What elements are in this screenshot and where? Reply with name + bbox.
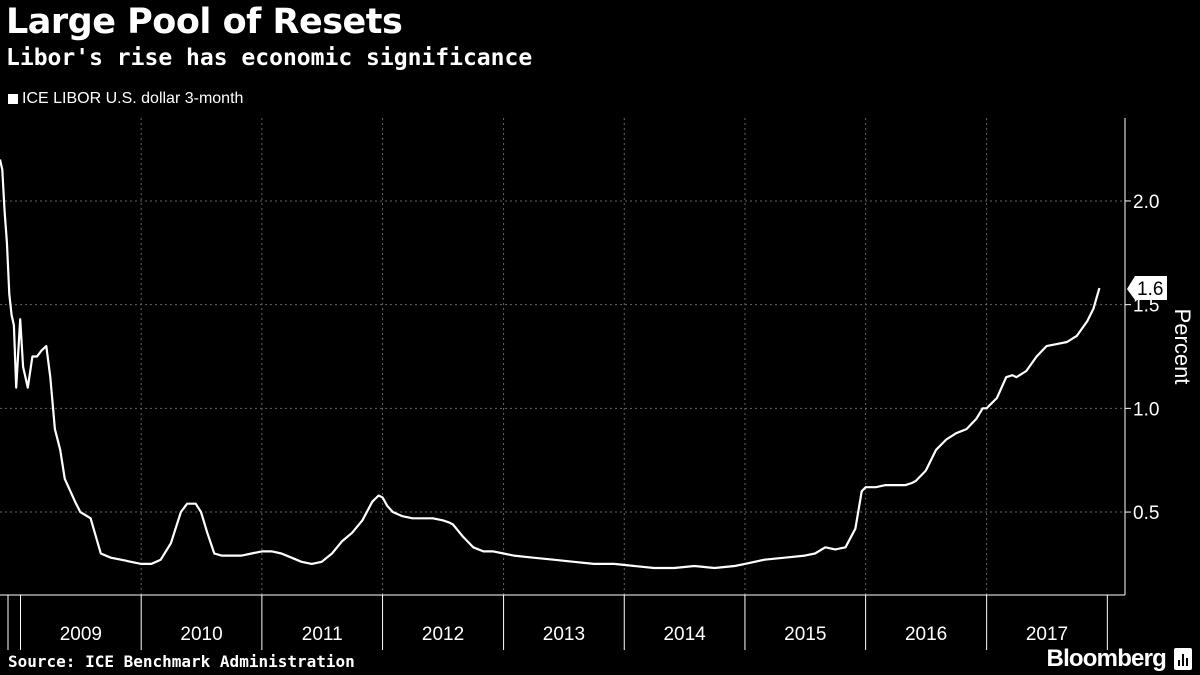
- axes: [0, 118, 1131, 650]
- x-tick-label: 2014: [663, 624, 706, 645]
- x-tick-label: 2011: [302, 624, 343, 645]
- x-tick-label: 2012: [422, 624, 464, 645]
- x-tick-label: 2010: [180, 624, 222, 645]
- legend-label: ICE LIBOR U.S. dollar 3-month: [22, 90, 244, 107]
- legend: ICE LIBOR U.S. dollar 3-month: [8, 90, 243, 108]
- bloomberg-bar-icon: [1174, 648, 1192, 670]
- chart-subtitle: Libor's rise has economic significance: [6, 45, 533, 71]
- series-line: [0, 159, 1101, 570]
- grid-lines: [0, 118, 1125, 595]
- x-tick-label: 2009: [60, 624, 102, 645]
- last-value-callout: 1.6: [1127, 276, 1167, 301]
- series-layer: [0, 159, 1101, 570]
- y-tick-label: 1.5: [1133, 296, 1159, 317]
- chart-title: Large Pool of Resets: [6, 2, 403, 42]
- x-tick-label: 2017: [1026, 624, 1068, 645]
- callout-box: [1127, 276, 1167, 301]
- brand-logo: Bloomberg: [1046, 645, 1167, 672]
- y-tick-label: 0.5: [1133, 503, 1159, 524]
- x-tick-label: 2013: [543, 624, 585, 645]
- y-axis-label: Percent: [1170, 309, 1195, 385]
- x-tick-label: 2015: [784, 624, 826, 645]
- legend-swatch: [8, 94, 18, 104]
- x-tick-label: 2016: [905, 624, 947, 645]
- y-tick-label: 2.0: [1133, 192, 1159, 213]
- source-note: Source: ICE Benchmark Administration: [8, 652, 355, 671]
- last-value-label: 1.6: [1137, 279, 1163, 300]
- y-tick-label: 1.0: [1133, 399, 1159, 420]
- tick-labels: 0.5 1.0 1.5 2.0 2009 2010 2011 2012 2013 2014 2015…: [60, 192, 1195, 645]
